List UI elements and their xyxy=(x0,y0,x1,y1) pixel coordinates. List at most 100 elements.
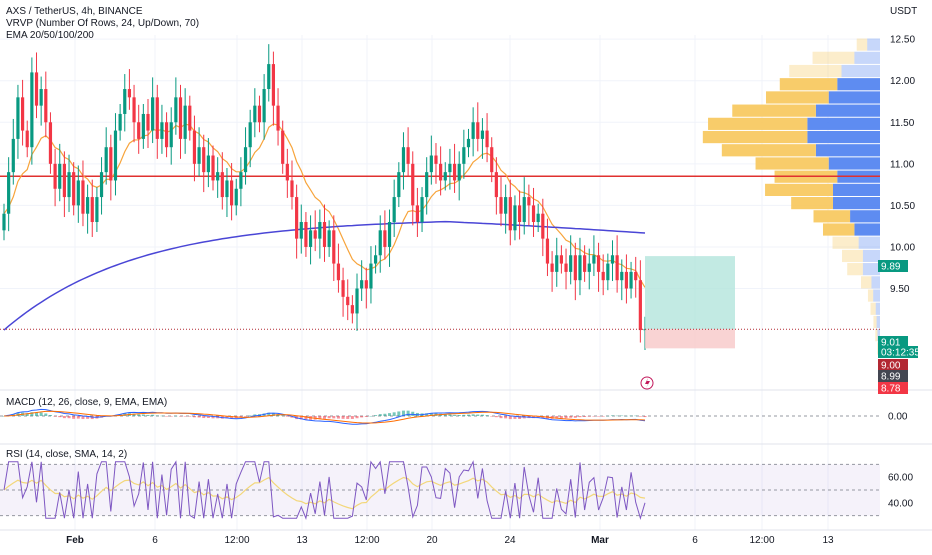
volume-profile-up-bar xyxy=(850,210,880,223)
time-tick-label: 12:00 xyxy=(354,535,379,546)
macd-histogram-bar xyxy=(25,413,29,416)
macd-histogram-bar xyxy=(202,416,206,419)
candle-body xyxy=(401,147,406,173)
candle-body xyxy=(360,280,364,289)
macd-histogram-bar xyxy=(378,414,382,416)
macd-histogram-bar xyxy=(244,416,248,417)
macd-histogram-bar xyxy=(643,416,647,418)
price-tag-box xyxy=(878,359,908,371)
candle-body xyxy=(7,172,11,214)
time-tick-label: Feb xyxy=(66,535,84,546)
volume-profile-down-bar xyxy=(732,104,816,117)
volume-profile-down-bar xyxy=(708,117,808,130)
candle-body xyxy=(58,163,62,189)
macd-histogram-bar xyxy=(555,416,559,419)
price-tag-label: 9.89 xyxy=(881,262,901,273)
macd-pane xyxy=(0,408,880,425)
candle-body xyxy=(44,89,48,123)
price-tag-box xyxy=(878,260,908,272)
take-profit-zone xyxy=(645,256,735,330)
macd-histogram-bar xyxy=(188,416,192,417)
volume-profile-down-bar xyxy=(765,183,833,196)
candle-body xyxy=(346,296,350,306)
candle-body xyxy=(109,147,113,181)
candle-body xyxy=(127,89,132,98)
candle-body xyxy=(234,188,238,206)
macd-histogram-bar xyxy=(443,414,447,416)
macd-histogram-bar xyxy=(169,416,173,417)
macd-histogram-bar xyxy=(480,414,484,416)
macd-legend[interactable]: MACD (12, 26, close, 9, EMA, EMA) xyxy=(6,397,168,408)
price-tag-label: 03:12:35 xyxy=(881,348,920,359)
macd-histogram-bar xyxy=(336,416,340,419)
candle-body xyxy=(239,172,243,189)
candle-body xyxy=(369,263,373,289)
volume-profile-down-bar xyxy=(702,130,808,144)
candle-body xyxy=(313,230,317,239)
candle-body xyxy=(39,89,43,106)
ema-legend[interactable]: EMA 20/50/100/200 xyxy=(6,30,94,41)
rsi-tick-label: 60.00 xyxy=(888,473,913,484)
rsi-legend[interactable]: RSI (14, close, SMA, 14, 2) xyxy=(6,449,128,460)
candle-body xyxy=(178,97,183,139)
macd-histogram-bar xyxy=(332,416,336,419)
macd-histogram-bar xyxy=(569,416,573,418)
candle-body xyxy=(629,271,633,289)
macd-histogram-bar xyxy=(397,411,401,416)
macd-histogram-bar xyxy=(490,416,494,417)
macd-histogram-bar xyxy=(471,414,475,416)
candle-body xyxy=(373,255,378,264)
price-tag-label: 9.01 xyxy=(881,338,901,349)
candle-body xyxy=(216,172,220,181)
macd-histogram-bar xyxy=(230,416,234,419)
macd-histogram-bar xyxy=(518,416,522,419)
macd-histogram-bar xyxy=(137,414,141,416)
candle-body xyxy=(53,163,57,189)
price-tick-label: 11.00 xyxy=(890,159,915,170)
candle-body xyxy=(30,72,34,148)
candle-body xyxy=(513,205,517,231)
candle-body xyxy=(541,213,545,239)
macd-histogram-bar xyxy=(411,411,415,416)
macd-histogram-bar xyxy=(341,416,345,419)
candle-body xyxy=(62,163,66,198)
candle-body xyxy=(564,263,568,272)
macd-histogram-bar xyxy=(76,416,80,419)
volume-profile-down-bar xyxy=(813,210,851,223)
macd-histogram-bar xyxy=(165,416,169,417)
candle-body xyxy=(137,122,141,139)
symbol-title[interactable]: AXS / TetherUS, 4h, BINANCE xyxy=(6,6,143,17)
candle-body xyxy=(295,197,299,239)
candle-body xyxy=(592,255,596,264)
candle-body xyxy=(90,197,94,223)
volume-profile-up-bar xyxy=(807,130,880,144)
macd-histogram-bar xyxy=(346,416,350,419)
candle-body xyxy=(434,155,438,164)
macd-histogram-bar xyxy=(466,414,470,416)
candle-body xyxy=(281,130,285,164)
candle-body xyxy=(262,89,266,123)
time-tick-label: 13 xyxy=(296,535,308,546)
candle-body xyxy=(596,255,601,272)
candle-body xyxy=(164,122,169,148)
macd-histogram-bar xyxy=(271,413,275,416)
price-tick-label: 10.00 xyxy=(890,242,915,253)
time-tick-label: 12:00 xyxy=(749,535,774,546)
candle-body xyxy=(387,222,392,247)
candle-body xyxy=(230,180,234,206)
macd-histogram-bar xyxy=(197,416,201,418)
macd-histogram-bar xyxy=(573,416,577,418)
macd-histogram-bar xyxy=(160,415,164,417)
candle-body xyxy=(188,105,192,131)
volume-profile-up-bar xyxy=(828,157,880,170)
stop-loss-zone xyxy=(645,329,735,349)
volume-profile-down-bar xyxy=(779,78,838,91)
volume-profile-up-bar xyxy=(837,78,880,91)
candle-body xyxy=(536,213,540,223)
candle-body xyxy=(192,130,197,164)
vrvp-legend[interactable]: VRVP (Number Of Rows, 24, Up/Down, 70) xyxy=(6,18,200,29)
volume-profile-down-bar xyxy=(856,38,868,51)
time-axis: Feb 6 12:00 13 12:00 20 24 Mar 6 12:00 13 xyxy=(0,529,932,546)
